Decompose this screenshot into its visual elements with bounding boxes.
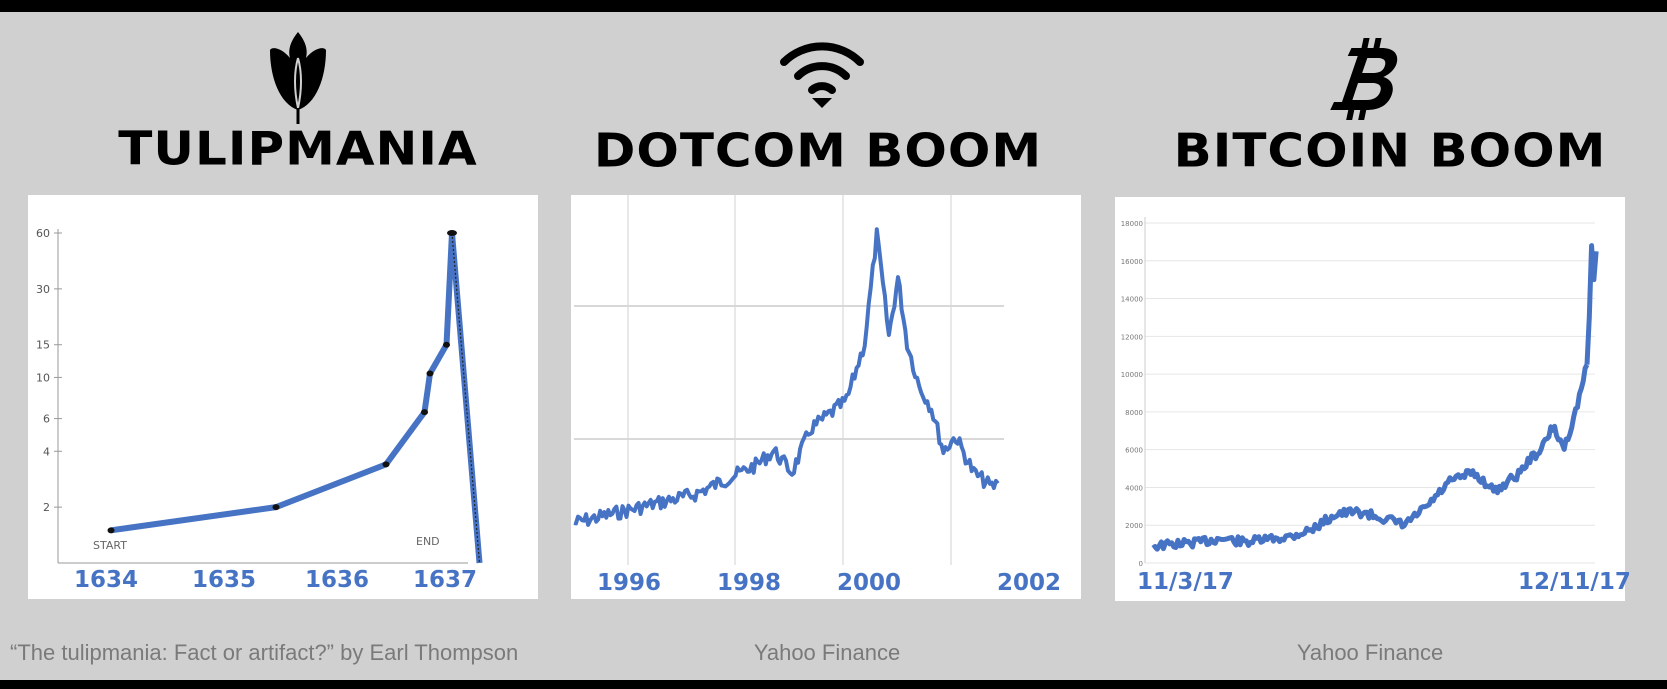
series-line [110,230,483,564]
y-tick-label: 18000 [1121,220,1143,228]
panel-title-bitcoin: BITCOIN BOOM [1173,124,1607,178]
data-point [443,341,450,348]
x-tick-label: 1634 [74,567,139,593]
y-tick-label: 10000 [1121,371,1143,379]
series-line [1151,363,1590,552]
series-line [573,227,1000,527]
x-tick-label: 1636 [305,567,370,593]
x-tick-label: 2002 [997,570,1062,596]
x-tick-label: 11/3/17 [1137,569,1234,595]
y-tick-label: 0 [1139,560,1143,568]
x-tick-label: 1996 [597,570,662,596]
y-tick-label: 60 [36,227,50,240]
y-tick-label: 4 [43,445,50,458]
wifi-icon [780,42,864,108]
data-point [382,461,390,468]
x-tick-label: 1637 [413,567,478,593]
y-tick-label: 4000 [1125,484,1143,492]
x-tick-label: 12/11/17 [1518,569,1631,595]
decline-marker-line [451,232,481,564]
series-line-spike [1584,243,1599,365]
y-tick-label: 8000 [1125,409,1143,417]
tulipmania-chart: 2 4 6 10 15 30 60 START END 1634 1635 1636 1637 [28,195,538,599]
dotcom-chart: 1996 1998 2000 2002 [571,195,1081,599]
y-tick-label: 2 [43,501,50,514]
y-tick-label: 12000 [1121,333,1143,341]
y-tick-label: 14000 [1121,296,1143,304]
source-caption: Yahoo Finance [1296,640,1444,665]
tulip-icon [270,32,326,124]
y-tick-label: 30 [36,283,50,296]
y-tick-label: 6000 [1125,447,1143,455]
data-point [272,504,280,511]
annotation-end: END [416,535,440,548]
annotation-start: START [93,539,127,552]
bitcoin-icon [1330,38,1398,120]
data-point [107,527,115,534]
y-tick-label: 16000 [1121,258,1143,266]
source-caption: “The tulipmania: Fact or artifact?” by E… [10,640,519,665]
y-tick-label: 2000 [1125,522,1143,530]
x-tick-label: 2000 [837,570,902,596]
infographic: TULIPMANIA DOTCOM BOOM BITCOIN BOOM 2 4 6 1… [0,12,1667,680]
source-caption: Yahoo Finance [753,640,901,665]
x-tick-label: 1635 [192,567,257,593]
y-tick-label: 10 [36,371,50,384]
y-tick-label: 6 [43,413,50,426]
panel-title-tulipmania: TULIPMANIA [118,122,478,176]
data-point [426,370,434,377]
bitcoin-chart: 0 2000 4000 6000 8000 10000 12000 14000 16000 180… [1115,197,1631,601]
y-tick-label: 15 [36,339,50,352]
panel-title-dotcom: DOTCOM BOOM [593,124,1043,178]
data-point [447,230,457,236]
x-tick-label: 1998 [717,570,782,596]
data-point [421,409,428,416]
